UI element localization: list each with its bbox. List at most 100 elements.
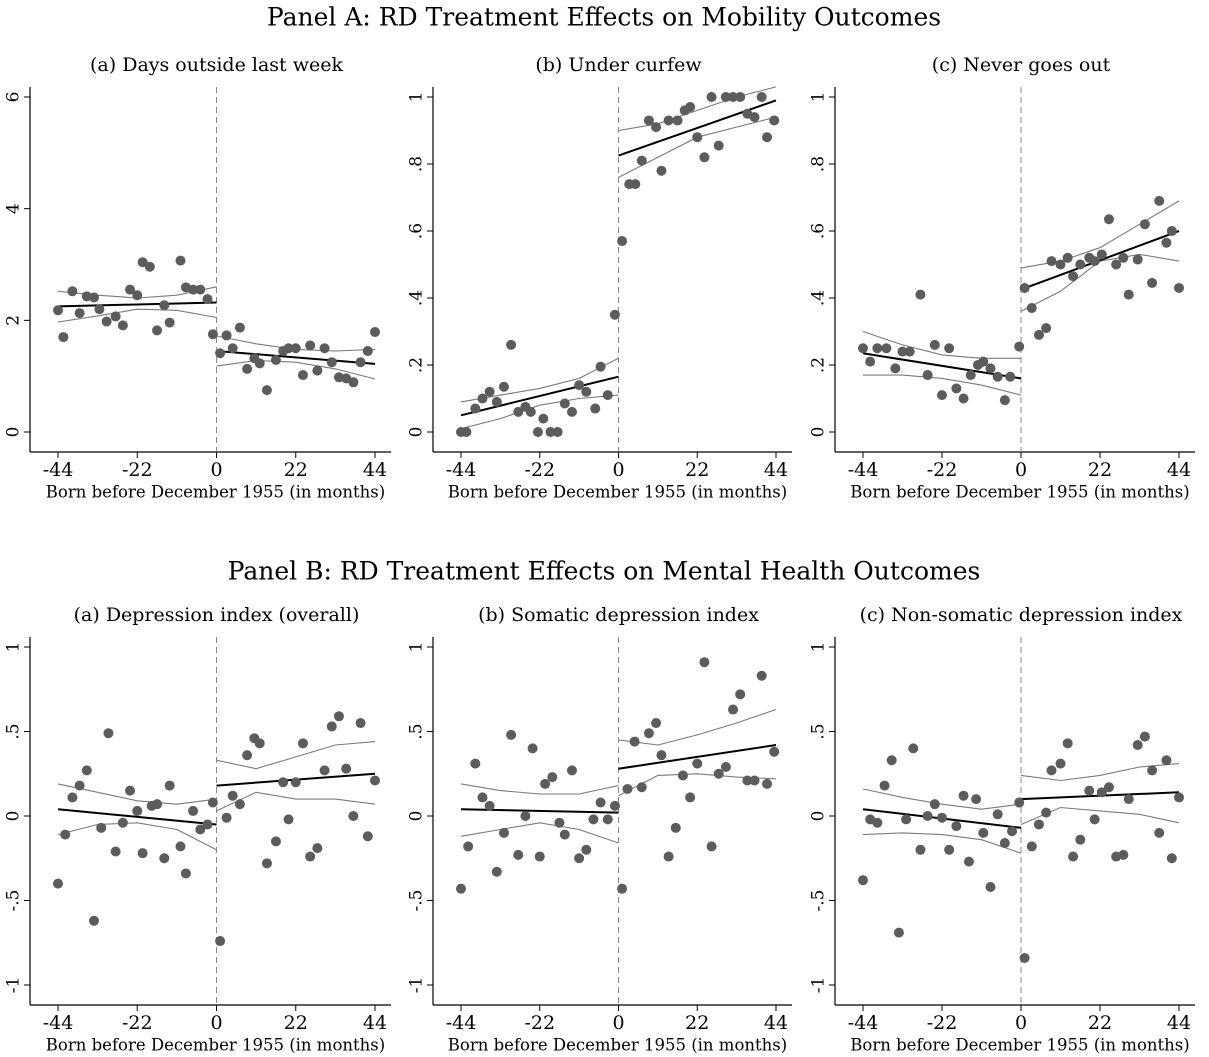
scatter-point: [195, 284, 206, 295]
scatter-point: [720, 92, 731, 102]
scatter-point: [525, 406, 536, 417]
scatter-point: [297, 738, 308, 749]
scatter-point: [58, 332, 69, 343]
scatter-point: [319, 765, 330, 776]
x-tick-label: -22: [927, 1012, 958, 1034]
scatter-point: [651, 718, 662, 729]
ci-line: [618, 86, 777, 132]
panel-title: Panel B: RD Treatment Effects on Mental …: [228, 557, 981, 586]
scatter-point: [60, 829, 71, 840]
scatter-point: [1166, 226, 1177, 236]
x-tick-label: 44: [363, 459, 387, 481]
scatter-point: [1161, 755, 1172, 766]
scatter-point: [202, 294, 213, 305]
y-tick-label: 1: [407, 92, 427, 103]
fit-line: [57, 301, 217, 308]
x-tick-label: -22: [927, 459, 958, 481]
scatter-point: [1103, 214, 1114, 225]
scatter-point: [53, 305, 63, 316]
x-tick-label: -22: [524, 459, 555, 481]
scatter-point: [1161, 237, 1172, 248]
scatter-point: [958, 790, 969, 801]
scatter-point: [498, 827, 509, 838]
y-tick-label: .5: [4, 723, 24, 739]
scatter-point: [617, 883, 628, 894]
scatter-point: [144, 261, 155, 272]
scatter-point: [1089, 814, 1100, 825]
scatter-point: [965, 370, 976, 381]
scatter-point: [595, 361, 606, 372]
scatter-point: [370, 775, 380, 786]
scatter-point: [858, 875, 868, 886]
ci-line: [57, 308, 217, 323]
scatter-point: [999, 838, 1010, 849]
scatter-point: [355, 357, 366, 368]
scatter-point: [735, 689, 746, 700]
scatter-point: [297, 370, 308, 381]
y-tick-label: .6: [407, 223, 427, 239]
scatter-point: [74, 780, 85, 791]
scatter-point: [1014, 797, 1025, 808]
scatter-point: [554, 817, 565, 828]
scatter-point: [735, 92, 746, 102]
scatter-point: [513, 849, 524, 860]
fit-line: [1020, 230, 1180, 291]
scatter-point: [1055, 259, 1066, 270]
scatter-point: [1118, 849, 1129, 860]
x-tick-label: 44: [363, 1012, 387, 1034]
x-tick-label: -44: [43, 459, 74, 481]
x-tick-label: 0: [210, 459, 222, 481]
scatter-point: [461, 427, 472, 437]
scatter-point: [630, 179, 641, 190]
scatter-point: [1096, 249, 1107, 260]
x-tick-label: 22: [284, 459, 308, 481]
scatter-point: [67, 792, 78, 803]
x-tick-label: 0: [612, 459, 624, 481]
scatter-point: [94, 304, 105, 315]
x-tick-label: 44: [1167, 459, 1191, 481]
fit-line: [57, 808, 217, 826]
x-tick-label: 44: [764, 459, 788, 481]
scatter-point: [1103, 782, 1114, 793]
scatter-point: [221, 330, 232, 341]
scatter-point: [1007, 826, 1018, 837]
ci-line: [862, 330, 1021, 359]
scatter-point: [195, 824, 206, 835]
scatter-point: [221, 812, 232, 823]
scatter-point: [963, 856, 974, 867]
y-tick-label: 1: [407, 642, 427, 653]
scatter-point: [922, 811, 933, 821]
ci-line: [862, 832, 1022, 854]
scatter-point: [629, 736, 640, 747]
scatter-point: [720, 761, 731, 772]
scatter-point: [506, 339, 517, 350]
x-tick-label: 0: [1015, 459, 1027, 481]
scatter-point: [74, 308, 85, 319]
scatter-point: [937, 390, 947, 401]
scatter-point: [742, 775, 753, 786]
scatter-point: [769, 115, 780, 126]
scatter-point: [858, 343, 868, 354]
scatter-point: [362, 831, 373, 842]
scatter-point: [574, 853, 585, 864]
scatter-point: [978, 356, 989, 367]
y-tick-label: -.5: [407, 890, 427, 912]
scatter-point: [643, 115, 654, 126]
x-tick-label: -44: [848, 459, 879, 481]
scatter-point: [1174, 282, 1184, 293]
scatter-point: [904, 346, 915, 357]
x-tick-label: 0: [210, 1012, 222, 1034]
scatter-point: [728, 704, 739, 715]
ci-line: [216, 791, 376, 812]
y-tick-label: 0: [407, 427, 427, 438]
scatter-point: [305, 340, 316, 351]
scatter-point: [929, 339, 940, 350]
scatter-point: [290, 343, 301, 354]
x-axis-label: Born before December 1955 (in months): [448, 1036, 787, 1055]
subplot-title: (a) Depression index (overall): [74, 604, 360, 626]
scatter-point: [137, 257, 148, 268]
x-axis-label: Born before December 1955 (in months): [448, 483, 787, 502]
scatter-point: [881, 343, 892, 354]
scatter-point: [886, 755, 897, 766]
scatter-point: [234, 799, 245, 810]
